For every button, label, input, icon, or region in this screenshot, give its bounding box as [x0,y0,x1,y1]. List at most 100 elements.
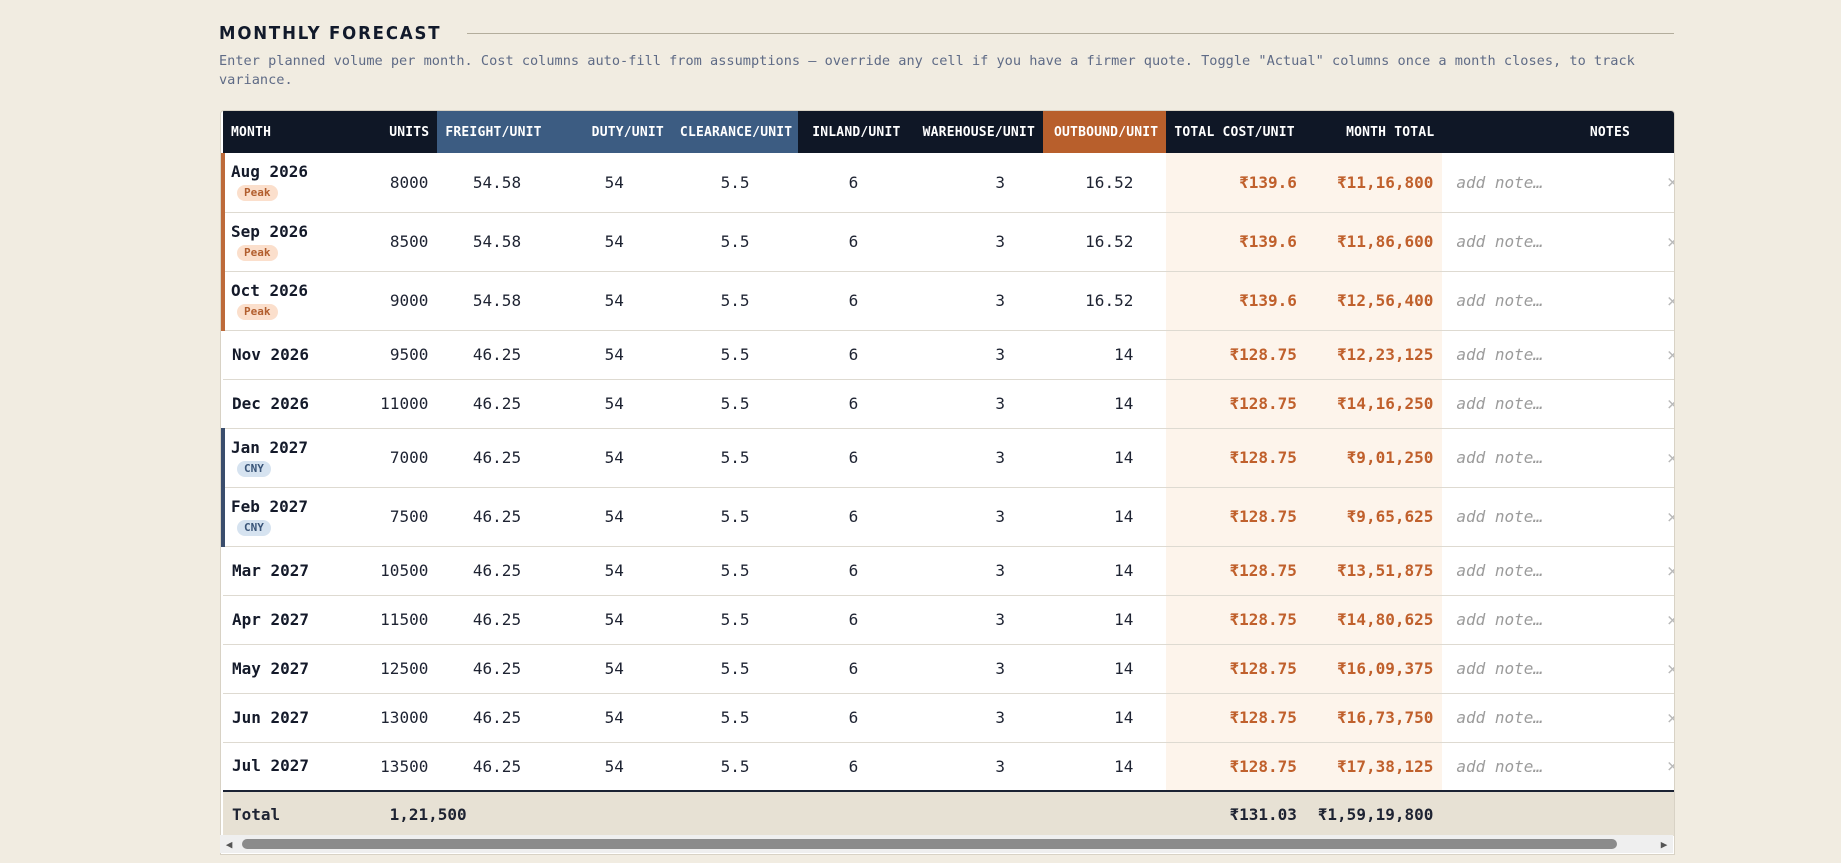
duty-input[interactable]: 54 [556,153,672,213]
clearance-input[interactable]: 5.5 [671,212,799,272]
col-header-freight[interactable]: FREIGHT/UNIT [437,111,557,153]
col-header-inland[interactable]: INLAND/UNIT [798,111,909,153]
freight-input[interactable]: 46.25 [437,644,557,694]
note-input[interactable]: add note… ✕ [1442,487,1674,547]
inland-input[interactable]: 6 [798,212,909,272]
freight-input[interactable]: 46.25 [437,693,557,743]
forecast-table-container[interactable]: MONTH UNITS FREIGHT/UNIT DUTY/UNIT CLEAR… [220,110,1675,855]
duty-input[interactable]: 54 [556,546,672,596]
scrollbar-track[interactable] [238,839,1655,849]
x-icon[interactable]: ✕ [1667,344,1674,365]
inland-input[interactable]: 6 [798,487,909,547]
scrollbar-thumb[interactable] [242,839,1617,849]
clearance-input[interactable]: 5.5 [671,153,799,213]
duty-input[interactable]: 54 [556,487,672,547]
horizontal-scrollbar[interactable]: ◀ ▶ [220,835,1673,853]
x-icon[interactable]: ✕ [1667,393,1674,414]
inland-input[interactable]: 6 [798,330,909,380]
clearance-input[interactable]: 5.5 [671,330,799,380]
outbound-input[interactable]: 14 [1042,428,1167,488]
freight-input[interactable]: 54.58 [437,271,557,331]
x-icon[interactable]: ✕ [1667,231,1674,252]
outbound-input[interactable]: 14 [1042,379,1167,429]
x-icon[interactable]: ✕ [1667,609,1674,630]
units-input[interactable]: 12500 [365,644,438,694]
caret-right-icon[interactable]: ▶ [1660,837,1668,851]
col-header-units[interactable]: UNITS [365,111,438,153]
x-icon[interactable]: ✕ [1667,707,1674,728]
note-input[interactable]: add note… ✕ [1442,271,1674,331]
units-input[interactable]: 10500 [365,546,438,596]
x-icon[interactable]: ✕ [1667,560,1674,581]
warehouse-input[interactable]: 3 [908,644,1043,694]
outbound-input[interactable]: 14 [1042,546,1167,596]
freight-input[interactable]: 46.25 [437,487,557,547]
warehouse-input[interactable]: 3 [908,595,1043,645]
units-input[interactable]: 8500 [365,212,438,272]
clearance-input[interactable]: 5.5 [671,487,799,547]
inland-input[interactable]: 6 [798,742,909,792]
warehouse-input[interactable]: 3 [908,546,1043,596]
x-icon[interactable]: ✕ [1667,658,1674,679]
caret-left-icon[interactable]: ◀ [225,837,233,851]
units-input[interactable]: 7000 [365,428,438,488]
units-input[interactable]: 11500 [365,595,438,645]
freight-input[interactable]: 46.25 [437,595,557,645]
duty-input[interactable]: 54 [556,693,672,743]
warehouse-input[interactable]: 3 [908,487,1043,547]
note-input[interactable]: add note… ✕ [1442,330,1674,380]
inland-input[interactable]: 6 [798,644,909,694]
col-header-clearance[interactable]: CLEARANCE/UNIT [671,111,799,153]
warehouse-input[interactable]: 3 [908,330,1043,380]
freight-input[interactable]: 46.25 [437,379,557,429]
note-input[interactable]: add note… ✕ [1442,742,1674,792]
note-input[interactable]: add note… ✕ [1442,546,1674,596]
clearance-input[interactable]: 5.5 [671,546,799,596]
clearance-input[interactable]: 5.5 [671,428,799,488]
outbound-input[interactable]: 14 [1042,330,1167,380]
units-input[interactable]: 13500 [365,742,438,792]
col-header-month[interactable]: MONTH [223,111,366,153]
outbound-input[interactable]: 16.52 [1042,271,1167,331]
units-input[interactable]: 13000 [365,693,438,743]
inland-input[interactable]: 6 [798,546,909,596]
warehouse-input[interactable]: 3 [908,379,1043,429]
note-input[interactable]: add note… ✕ [1442,693,1674,743]
units-input[interactable]: 9000 [365,271,438,331]
note-input[interactable]: add note… ✕ [1442,644,1674,694]
clearance-input[interactable]: 5.5 [671,271,799,331]
col-header-duty[interactable]: DUTY/UNIT [556,111,672,153]
x-icon[interactable]: ✕ [1667,447,1674,468]
freight-input[interactable]: 54.58 [437,212,557,272]
x-icon[interactable]: ✕ [1667,290,1674,311]
duty-input[interactable]: 54 [556,742,672,792]
col-header-total-cost[interactable]: TOTAL COST/UNIT [1166,111,1306,153]
outbound-input[interactable]: 14 [1042,742,1167,792]
clearance-input[interactable]: 5.5 [671,644,799,694]
duty-input[interactable]: 54 [556,271,672,331]
x-icon[interactable]: ✕ [1667,756,1674,777]
freight-input[interactable]: 46.25 [437,742,557,792]
col-header-notes[interactable]: NOTES [1442,111,1674,153]
inland-input[interactable]: 6 [798,428,909,488]
duty-input[interactable]: 54 [556,379,672,429]
freight-input[interactable]: 46.25 [437,330,557,380]
duty-input[interactable]: 54 [556,212,672,272]
warehouse-input[interactable]: 3 [908,428,1043,488]
freight-input[interactable]: 46.25 [437,428,557,488]
duty-input[interactable]: 54 [556,428,672,488]
note-input[interactable]: add note… ✕ [1442,595,1674,645]
units-input[interactable]: 8000 [365,153,438,213]
x-icon[interactable]: ✕ [1667,506,1674,527]
freight-input[interactable]: 54.58 [437,153,557,213]
clearance-input[interactable]: 5.5 [671,595,799,645]
outbound-input[interactable]: 16.52 [1042,212,1167,272]
inland-input[interactable]: 6 [798,153,909,213]
outbound-input[interactable]: 14 [1042,595,1167,645]
units-input[interactable]: 9500 [365,330,438,380]
col-header-month-total[interactable]: MONTH TOTAL [1305,111,1443,153]
outbound-input[interactable]: 14 [1042,487,1167,547]
warehouse-input[interactable]: 3 [908,693,1043,743]
clearance-input[interactable]: 5.5 [671,379,799,429]
outbound-input[interactable]: 14 [1042,644,1167,694]
